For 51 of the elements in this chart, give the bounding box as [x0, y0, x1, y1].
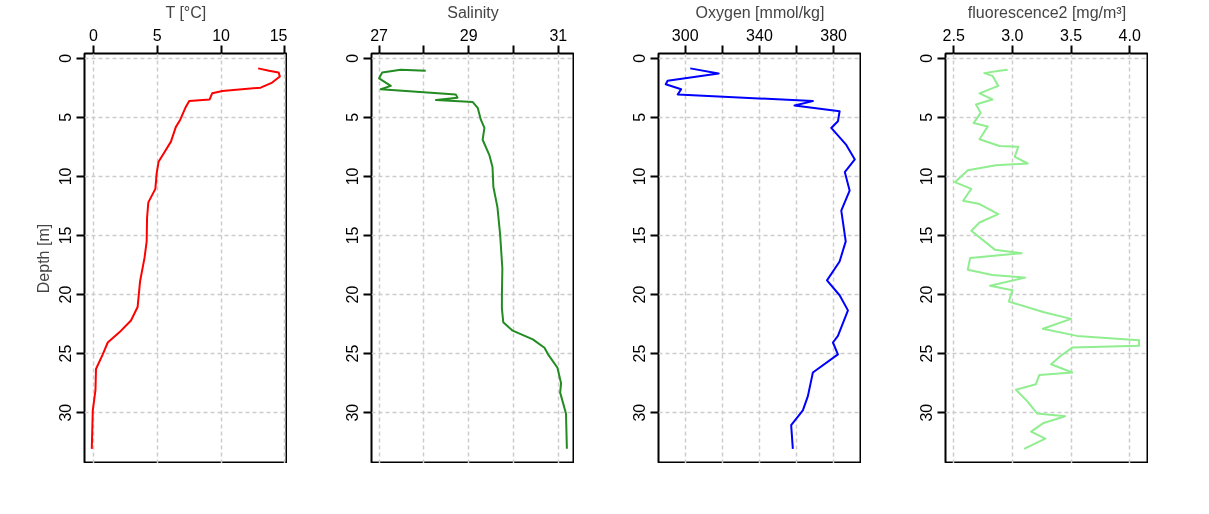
line-series	[664, 67, 856, 450]
x-tick-label: 29	[459, 26, 478, 44]
y-tick-label: 25	[631, 344, 649, 363]
y-tick-label: 30	[918, 403, 936, 422]
chart-title: Oxygen [mmol/kg]	[695, 3, 825, 21]
y-tick-label: 10	[918, 167, 936, 186]
chart-title: T [°C]	[165, 3, 207, 21]
y-tick-label: 30	[344, 403, 362, 422]
line-series	[378, 68, 568, 450]
x-tick-label: 2.5	[942, 26, 965, 44]
y-tick-label: 25	[918, 344, 936, 363]
x-tick-label: 31	[549, 26, 568, 44]
y-tick-label: 30	[631, 403, 649, 422]
y-tick-label: 15	[57, 226, 75, 245]
y-tick-label: 20	[57, 285, 75, 304]
y-tick-label: 5	[344, 112, 362, 122]
y-tick-label: 15	[918, 226, 936, 245]
y-tick-label: 25	[57, 344, 75, 363]
chart-title: fluorescence2 [mg/m³]	[967, 3, 1127, 21]
y-tick-label: 10	[631, 167, 649, 186]
y-tick-label: 10	[344, 167, 362, 186]
y-tick-label: 0	[57, 53, 75, 63]
x-tick-label: 300	[671, 26, 699, 44]
y-tick-label: 20	[918, 285, 936, 304]
y-tick-label: 25	[344, 344, 362, 363]
y-tick-label: 0	[631, 53, 649, 63]
y-tick-label: 0	[344, 53, 362, 63]
x-tick-label: 0	[88, 26, 98, 44]
x-tick-label: 4.0	[1118, 26, 1141, 44]
x-tick-label: 340	[746, 26, 773, 44]
x-tick-label: 27	[370, 26, 389, 44]
y-tick-label: 30	[57, 403, 75, 422]
y-tick-label: 5	[918, 112, 936, 122]
y-tick-label: 0	[918, 53, 936, 63]
chart-title: Salinity	[447, 3, 499, 21]
x-tick-label: 380	[820, 26, 848, 44]
y-tick-label: 15	[631, 226, 649, 245]
y-tick-label: 20	[631, 285, 649, 304]
x-tick-label: 15	[269, 26, 288, 44]
line-series	[90, 67, 281, 450]
y-tick-label: 5	[631, 112, 649, 122]
x-tick-label: 3.5	[1059, 26, 1083, 44]
y-axis-title: Depth [m]	[34, 223, 52, 294]
y-tick-label: 20	[344, 285, 362, 304]
y-tick-label: 5	[57, 112, 75, 122]
y-tick-label: 10	[57, 167, 75, 186]
x-tick-label: 5	[152, 26, 162, 44]
x-tick-label: 3.0	[1001, 26, 1024, 44]
x-tick-label: 10	[212, 26, 231, 44]
y-tick-label: 15	[344, 226, 362, 245]
line-series	[953, 68, 1141, 450]
